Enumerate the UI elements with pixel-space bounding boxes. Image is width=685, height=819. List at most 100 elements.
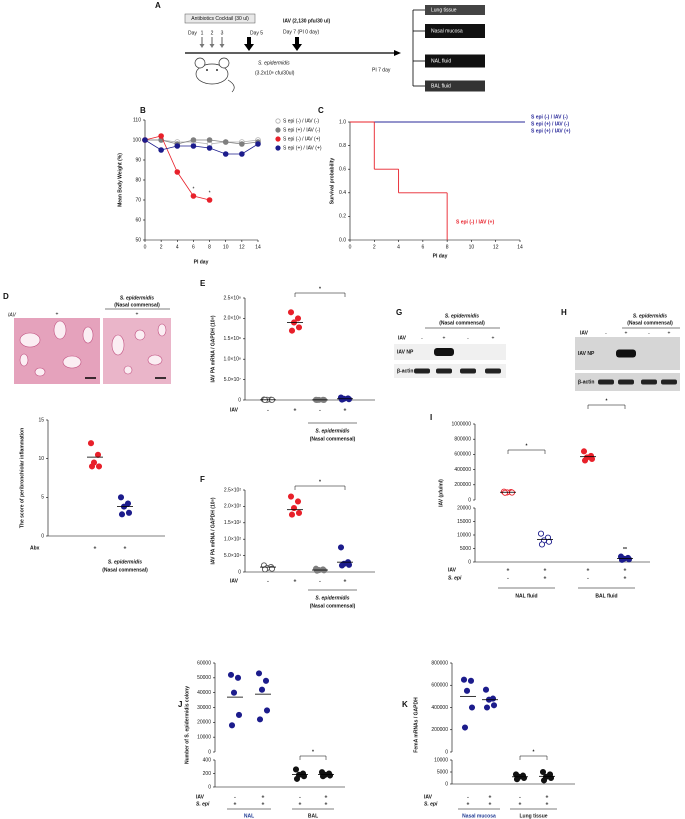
- group-label: (Nasal commensal): [114, 302, 160, 308]
- mouse-body: [195, 63, 229, 85]
- data-point: [263, 707, 271, 714]
- row-value: -: [267, 578, 269, 584]
- y-tick-label: 200: [203, 771, 212, 777]
- panel-label: G: [396, 308, 402, 317]
- sample-box: [425, 80, 485, 92]
- y-tick-label: 600000: [431, 683, 448, 689]
- y-tick-label: 40000: [197, 690, 211, 696]
- abx-arrowhead: [219, 44, 225, 48]
- row-value: +: [299, 801, 302, 807]
- row-label: S. epi: [196, 801, 210, 807]
- data-point: [345, 396, 353, 403]
- y-tick-label: 0: [238, 569, 241, 575]
- data-point: [235, 711, 243, 718]
- airway: [123, 365, 133, 375]
- y-axis-label: Number of S. epidermidis colony: [184, 686, 190, 764]
- sample-label: Lung tissue: [431, 7, 457, 13]
- lane-label: -: [648, 330, 650, 336]
- group-label: S. epidermidis: [633, 313, 667, 319]
- data-point: [206, 145, 213, 151]
- y-tick-label: 400000: [431, 705, 448, 711]
- group-label: S. epidermidis: [108, 559, 142, 565]
- data-point: [581, 457, 589, 464]
- data-point: [234, 674, 242, 681]
- band-label: IAV NP: [397, 349, 414, 355]
- data-point: [222, 139, 229, 145]
- legend-marker: [275, 118, 281, 124]
- sample-label: BAL fluid: [431, 83, 451, 89]
- row-value: -: [234, 794, 236, 800]
- x-tick-label: 8: [208, 244, 211, 250]
- actin-band: [460, 368, 476, 374]
- y-tick-label: 10000: [457, 532, 471, 538]
- y-axis-label: IAV PA mRNA / GAPDH (10⁸): [210, 315, 216, 382]
- x-tick-label: 4: [176, 244, 179, 250]
- x-tick-label: 10: [223, 244, 229, 250]
- iav-label: IAV: [8, 312, 16, 318]
- data-point: [255, 670, 263, 677]
- pi-day: PI 7 day: [372, 67, 391, 73]
- antibiotics-text: Antibiotics Cocktail (30 ul): [191, 16, 249, 22]
- panel-label: C: [318, 106, 324, 115]
- data-point: [261, 566, 269, 573]
- group-label: S. epidermidis: [315, 428, 349, 434]
- group-label: BAL fluid: [595, 593, 617, 599]
- sample-label: NAL fluid: [431, 58, 451, 64]
- antibiotics-box: [184, 13, 256, 24]
- row-value: +: [489, 801, 492, 807]
- data-point: [319, 773, 327, 780]
- airway: [157, 323, 167, 337]
- data-point: [227, 671, 235, 678]
- bacteria: S. epidermidis: [258, 60, 290, 66]
- y-tick-label: 70: [135, 197, 141, 203]
- lane-label: -: [421, 335, 423, 341]
- y-tick-label: 5000: [460, 546, 471, 552]
- data-point: [256, 716, 264, 723]
- lane-label: +: [668, 330, 671, 336]
- panel-label: K: [402, 700, 408, 709]
- row-label: IAV: [230, 578, 239, 584]
- day7: Day 7 (PI 0 day): [283, 29, 319, 35]
- data-point: [468, 704, 476, 711]
- x-tick-label: 0: [349, 244, 352, 250]
- significance-label: *: [319, 286, 321, 292]
- data-point: [460, 676, 468, 683]
- data-point: [206, 137, 213, 143]
- airway: [147, 354, 163, 366]
- row-value: +: [262, 794, 265, 800]
- legend-label: S epi (+) / IAV (+): [531, 128, 571, 134]
- sample-label: Nasal mucosa: [431, 28, 463, 34]
- data-point: [482, 686, 490, 693]
- row-label: IAV: [230, 407, 239, 413]
- data-point: [292, 766, 300, 773]
- data-point: [294, 498, 302, 505]
- panel-label: F: [200, 475, 205, 484]
- y-tick-label: 1.5×10⁸: [223, 336, 241, 342]
- data-point: [337, 544, 345, 551]
- data-point: [295, 509, 303, 517]
- y-tick-label: 400000: [454, 467, 471, 473]
- x-tick-label: 14: [255, 244, 261, 250]
- lane-label: -: [467, 335, 469, 341]
- panel-label: D: [3, 292, 9, 301]
- x-tick-label: 8: [446, 244, 449, 250]
- x-tick-label: 12: [239, 244, 245, 250]
- row-label: IAV: [424, 794, 433, 800]
- data-point: [228, 722, 236, 729]
- row-value: +: [624, 567, 627, 573]
- mouse-eye: [206, 69, 208, 71]
- group-label: BAL: [308, 813, 318, 819]
- y-tick-label: 50000: [197, 675, 211, 681]
- row-value: +: [325, 794, 328, 800]
- data-point: [467, 677, 475, 684]
- abx-day: 1: [201, 30, 204, 36]
- y-tick-label: 90: [135, 157, 141, 163]
- group-label: (Nasal commensal): [102, 567, 148, 573]
- airway: [34, 367, 46, 377]
- y-tick-label: 2.5×10²: [224, 487, 241, 493]
- airway: [53, 320, 67, 340]
- np-band: [434, 348, 454, 356]
- data-point: [87, 440, 95, 447]
- legend-marker: [275, 127, 281, 133]
- row-value: -: [319, 578, 321, 584]
